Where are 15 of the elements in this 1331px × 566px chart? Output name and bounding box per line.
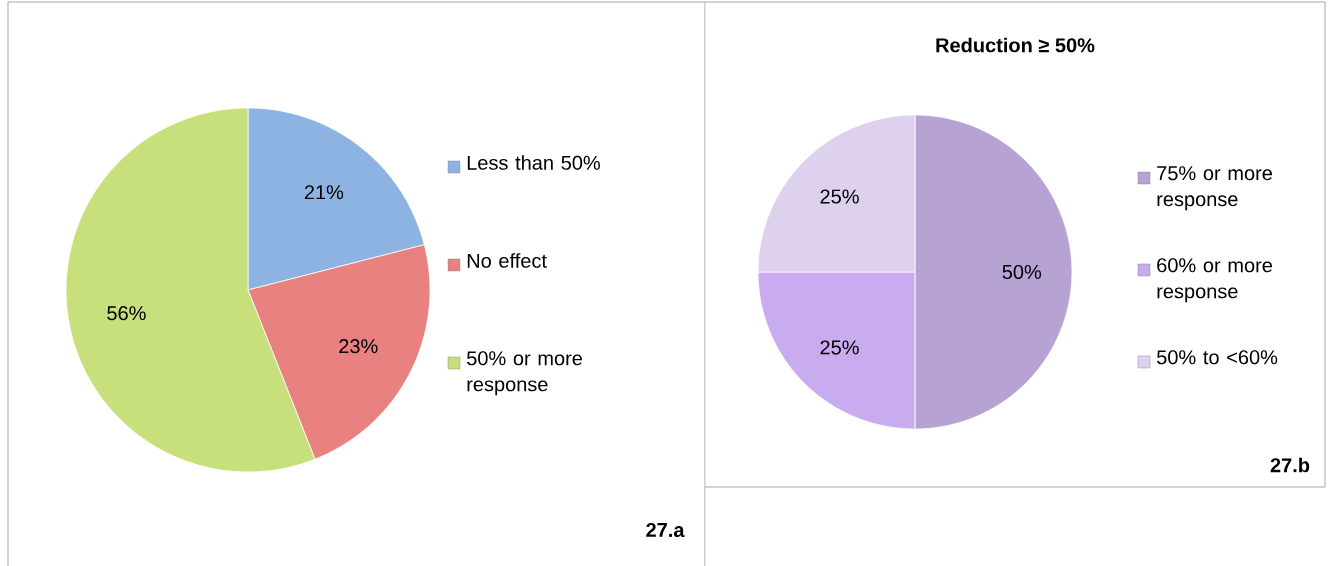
data-label: 23% bbox=[339, 338, 378, 354]
legend-label: 75% or more response bbox=[1157, 165, 1272, 210]
legend-label: 60% or more response bbox=[1157, 257, 1272, 303]
data-label: 25% bbox=[820, 189, 859, 204]
data-label: 56% bbox=[107, 305, 146, 321]
text: 27.a bbox=[646, 522, 685, 537]
chart-title: Reduction ≥ 50% bbox=[936, 37, 1095, 53]
legend-label: No effect bbox=[467, 252, 547, 268]
legend-label: Less than 50% bbox=[467, 154, 600, 170]
legend-label: 50% to <60% bbox=[1157, 349, 1278, 365]
legend-label: 50% or more response bbox=[467, 350, 582, 396]
data-label: 50% bbox=[1002, 264, 1042, 279]
data-label: 21% bbox=[304, 184, 344, 199]
data-label: 25% bbox=[820, 340, 859, 355]
text: 27.b bbox=[1270, 457, 1310, 473]
